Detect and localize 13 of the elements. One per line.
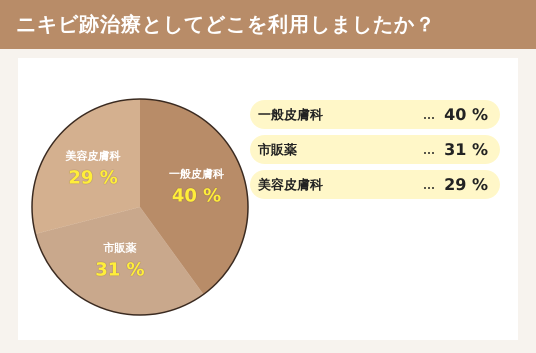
- data-label: 31 %: [95, 260, 145, 281]
- slice-label: 一般皮膚科: [168, 168, 224, 181]
- slice-label: 市販薬: [102, 242, 136, 255]
- slice-label: 一般皮膚科: [258, 106, 324, 124]
- data-label: 40 %: [172, 185, 222, 206]
- data-label: 29 %: [68, 167, 118, 188]
- category-label: 美容皮膚科: [258, 178, 323, 192]
- slice-label: 美容皮膚科: [64, 149, 121, 162]
- category-label: 市販薬: [258, 142, 297, 158]
- text: 40 %: [444, 105, 488, 124]
- text: 29 %: [444, 175, 488, 194]
- chart-title: ニキビ跡治療としてどこを利用しましたか？: [0, 0, 536, 49]
- text: 31 %: [444, 140, 488, 159]
